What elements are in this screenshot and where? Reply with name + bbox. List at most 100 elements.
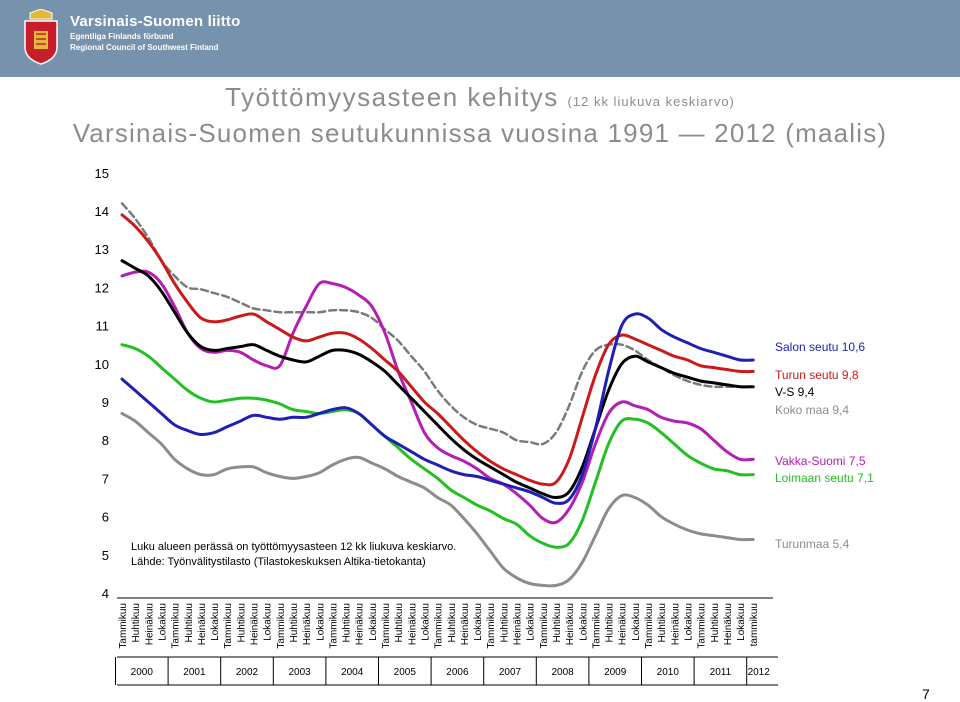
- x-tick-label: Lokakuu: [315, 603, 326, 641]
- x-tick-label: Huhtikuu: [394, 603, 405, 642]
- y-tick-label: 13: [95, 242, 109, 257]
- x-tick-label: Tammikuu: [434, 603, 445, 649]
- x-tick-label: Heinäkuu: [513, 603, 524, 645]
- annotation-line2: Lähde: Työnvälitystilasto (Tilastokeskuk…: [131, 556, 426, 568]
- x-tick-label: Huhtikuu: [131, 603, 142, 642]
- year-label: 2009: [604, 667, 627, 678]
- series-line: [120, 269, 755, 525]
- year-label: 2010: [657, 667, 680, 678]
- series-label: Turunmaa 5,4: [775, 537, 850, 551]
- y-tick-label: 10: [95, 357, 109, 372]
- year-label: 2005: [394, 667, 417, 678]
- chart-title-main: Työttömyysasteen kehitys: [225, 82, 559, 112]
- year-label: 2011: [710, 667, 732, 678]
- x-tick-label: Lokakuu: [473, 603, 484, 641]
- x-tick-label: Huhtikuu: [289, 603, 300, 642]
- y-tick-label: 11: [96, 319, 110, 334]
- x-tick-label: Huhtikuu: [710, 603, 721, 642]
- y-tick-label: 5: [102, 548, 109, 563]
- x-tick-label: Tammikuu: [223, 603, 234, 649]
- series-label: V-S 9,4: [775, 385, 815, 399]
- series-line: [120, 312, 755, 505]
- x-tick-label: Lokakuu: [736, 603, 747, 641]
- series-line: [120, 412, 755, 588]
- x-tick-label: Lokakuu: [631, 603, 642, 641]
- x-tick-label: Heinäkuu: [670, 603, 681, 645]
- coat-of-arms-shield-icon: [24, 9, 58, 65]
- x-tick-label: Tammikuu: [171, 603, 182, 649]
- x-tick-label: Heinäkuu: [460, 603, 471, 645]
- chart-title-line2: Varsinais-Suomen seutukunnissa vuosina 1…: [72, 118, 888, 148]
- org-name-english: Regional Council of Southwest Finland: [70, 43, 219, 52]
- series-line: [120, 202, 755, 446]
- year-label: 2001: [183, 667, 206, 678]
- year-label: 2000: [131, 667, 154, 678]
- series-label: Vakka-Suomi 7,5: [775, 454, 866, 468]
- x-tick-label: Heinäkuu: [144, 603, 155, 645]
- x-tick-label: Lokakuu: [578, 603, 589, 641]
- x-tick-label: Heinäkuu: [723, 603, 734, 645]
- header-banner: Varsinais-Suomen liitto Egentliga Finlan…: [0, 0, 960, 77]
- year-label: 2002: [236, 667, 259, 678]
- x-tick-label: Heinäkuu: [618, 603, 629, 645]
- series-label: Loimaan seutu 7,1: [775, 471, 874, 485]
- x-tick-label: Huhtikuu: [605, 603, 616, 642]
- x-tick-label: Heinäkuu: [565, 603, 576, 645]
- org-name-swedish: Egentliga Finlands förbund: [70, 32, 174, 41]
- year-label: 2008: [551, 667, 574, 678]
- x-tick-label: Tammikuu: [381, 603, 392, 649]
- x-tick-label: Huhtikuu: [657, 603, 668, 642]
- annotation-line1: Luku alueen perässä on työttömyysasteen …: [131, 541, 456, 553]
- y-tick-label: 12: [95, 280, 109, 295]
- y-tick-label: 9: [102, 395, 109, 410]
- x-tick-label: Lokakuu: [683, 603, 694, 641]
- x-axis-year-labels: 2000 2001 2002 2003 2004 2005 2006 2007 2008 2009…: [115, 656, 778, 686]
- year-label: 2006: [446, 667, 469, 678]
- x-tick-label: Huhtikuu: [342, 603, 353, 642]
- y-axis: 4 5 6 7 8 9 10 11 12 13 14 15: [95, 166, 109, 601]
- y-tick-label: 14: [95, 204, 109, 219]
- x-tick-label: Huhtikuu: [236, 603, 247, 642]
- x-tick-label: Tammikuu: [118, 603, 129, 649]
- x-tick-label: Heinäkuu: [355, 603, 366, 645]
- year-label: 2012: [748, 667, 771, 678]
- x-tick-label: Lokakuu: [526, 603, 537, 641]
- series-label: Koko maa 9,4: [775, 403, 849, 417]
- x-tick-label: Heinäkuu: [407, 603, 418, 645]
- year-label: 2004: [341, 667, 364, 678]
- series-label: Salon seutu 10,6: [775, 340, 865, 354]
- x-axis-month-labels: Tammikuu Huhtikuu Heinäkuu Lokakuu Tammikuu H…: [118, 603, 760, 649]
- x-tick-label: Tammikuu: [697, 603, 708, 649]
- x-tick-label: tammikuu: [749, 603, 760, 646]
- y-tick-label: 7: [102, 471, 109, 486]
- x-tick-label: Heinäkuu: [250, 603, 261, 645]
- y-tick-label: 6: [102, 510, 109, 525]
- x-tick-label: Huhtikuu: [447, 603, 458, 642]
- x-tick-label: Tammikuu: [276, 603, 287, 649]
- y-tick-label: 15: [95, 166, 109, 181]
- y-tick-label: 8: [102, 433, 109, 448]
- x-tick-label: Tammikuu: [539, 603, 550, 649]
- series-labels: Salon seutu 10,6 Turun seutu 9,8 V-S 9,4 Ko…: [775, 340, 874, 551]
- x-tick-label: Lokakuu: [420, 603, 431, 641]
- series-line: [120, 343, 755, 549]
- series-line: [120, 259, 755, 500]
- x-tick-label: Heinäkuu: [302, 603, 313, 645]
- x-tick-label: Lokakuu: [210, 603, 221, 641]
- x-tick-label: Huhtikuu: [499, 603, 510, 642]
- chart-title-subtitle: (12 kk liukuva keskiarvo): [567, 94, 735, 109]
- year-label: 2007: [499, 667, 522, 678]
- x-tick-label: Lokakuu: [157, 603, 168, 641]
- y-tick-label: 4: [102, 586, 109, 601]
- x-tick-label: Tammikuu: [328, 603, 339, 649]
- x-tick-label: Lokakuu: [368, 603, 379, 641]
- chart-title: Työttömyysasteen kehitys (12 kk liukuva …: [0, 82, 960, 113]
- x-tick-label: Tammikuu: [644, 603, 655, 649]
- org-name: Varsinais-Suomen liitto: [70, 13, 241, 30]
- x-tick-label: Heinäkuu: [197, 603, 208, 645]
- x-tick-label: Huhtikuu: [184, 603, 195, 642]
- x-tick-label: Tammikuu: [591, 603, 602, 649]
- series-label: Turun seutu 9,8: [775, 368, 859, 382]
- page-number: 7: [922, 686, 930, 702]
